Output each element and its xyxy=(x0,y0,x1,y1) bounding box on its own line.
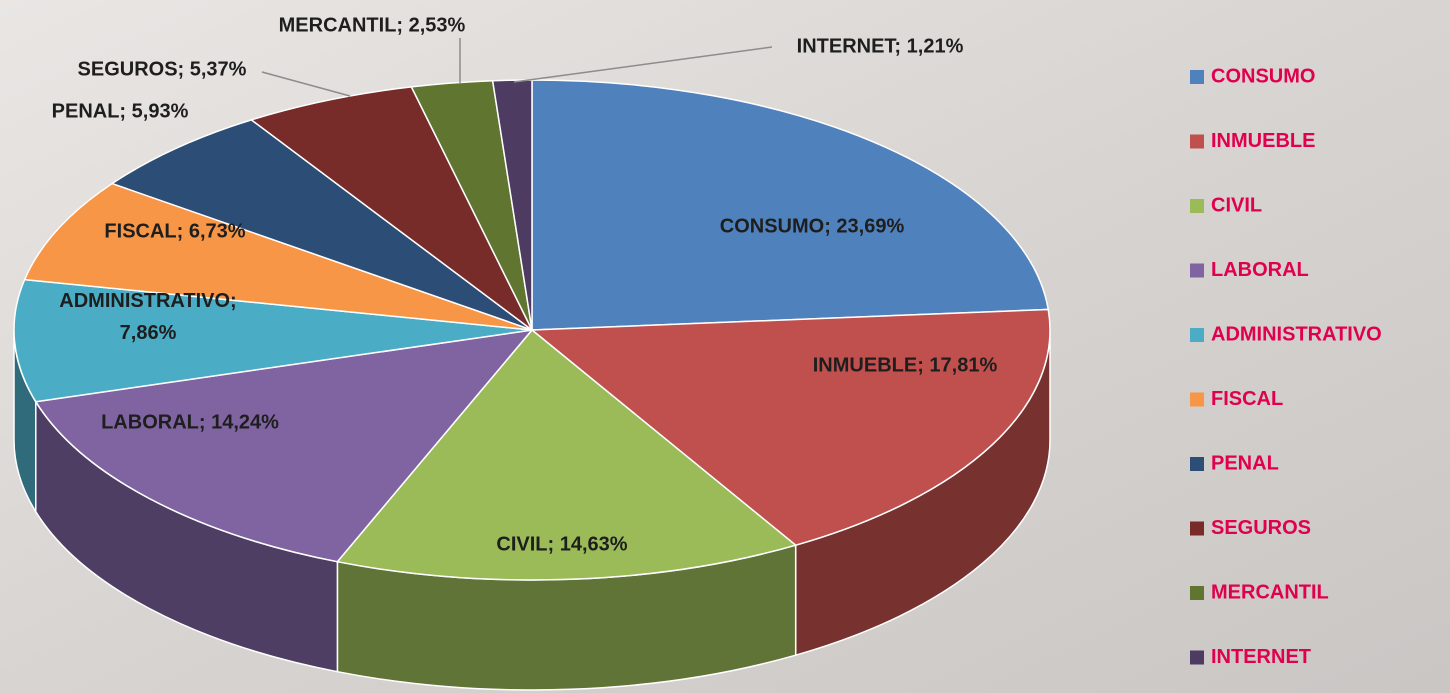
legend-swatch xyxy=(1190,586,1204,600)
data-label: FISCAL; 6,73% xyxy=(104,220,245,242)
legend-label: MERCANTIL xyxy=(1211,581,1329,603)
data-label: INMUEBLE; 17,81% xyxy=(813,354,998,376)
legend-swatch xyxy=(1190,457,1204,471)
legend-label: PENAL xyxy=(1211,452,1279,474)
legend-label: LABORAL xyxy=(1211,259,1309,281)
chart: CONSUMO; 23,69% INMUEBLE; 17,81% CIVIL; 14… xyxy=(0,0,1450,693)
data-label: PENAL; 5,93% xyxy=(52,100,189,122)
legend-label: INMUEBLE xyxy=(1211,130,1315,152)
data-label: INTERNET; 1,21% xyxy=(797,35,964,57)
legend-swatch xyxy=(1190,135,1204,149)
legend-swatch xyxy=(1190,651,1204,665)
data-label: LABORAL; 14,24% xyxy=(101,411,279,433)
legend-swatch xyxy=(1190,393,1204,407)
legend-label: CIVIL xyxy=(1211,194,1262,216)
data-label: CIVIL; 14,63% xyxy=(496,533,627,555)
legend-swatch xyxy=(1190,522,1204,536)
legend-label: CONSUMO xyxy=(1211,65,1315,87)
legend-swatch xyxy=(1190,264,1204,278)
legend-label: FISCAL xyxy=(1211,388,1283,410)
data-label: MERCANTIL; 2,53% xyxy=(279,14,466,36)
legend-label: ADMINISTRATIVO xyxy=(1211,323,1382,345)
data-label: CONSUMO; 23,69% xyxy=(720,215,905,237)
legend-label: INTERNET xyxy=(1211,646,1311,668)
legend-label: SEGUROS xyxy=(1211,517,1311,539)
legend-swatch xyxy=(1190,199,1204,213)
data-label: SEGUROS; 5,37% xyxy=(78,58,247,80)
legend-swatch xyxy=(1190,70,1204,84)
legend-swatch xyxy=(1190,328,1204,342)
page: {"chart_data": {"type": "pie3d", "catego… xyxy=(0,0,1450,693)
